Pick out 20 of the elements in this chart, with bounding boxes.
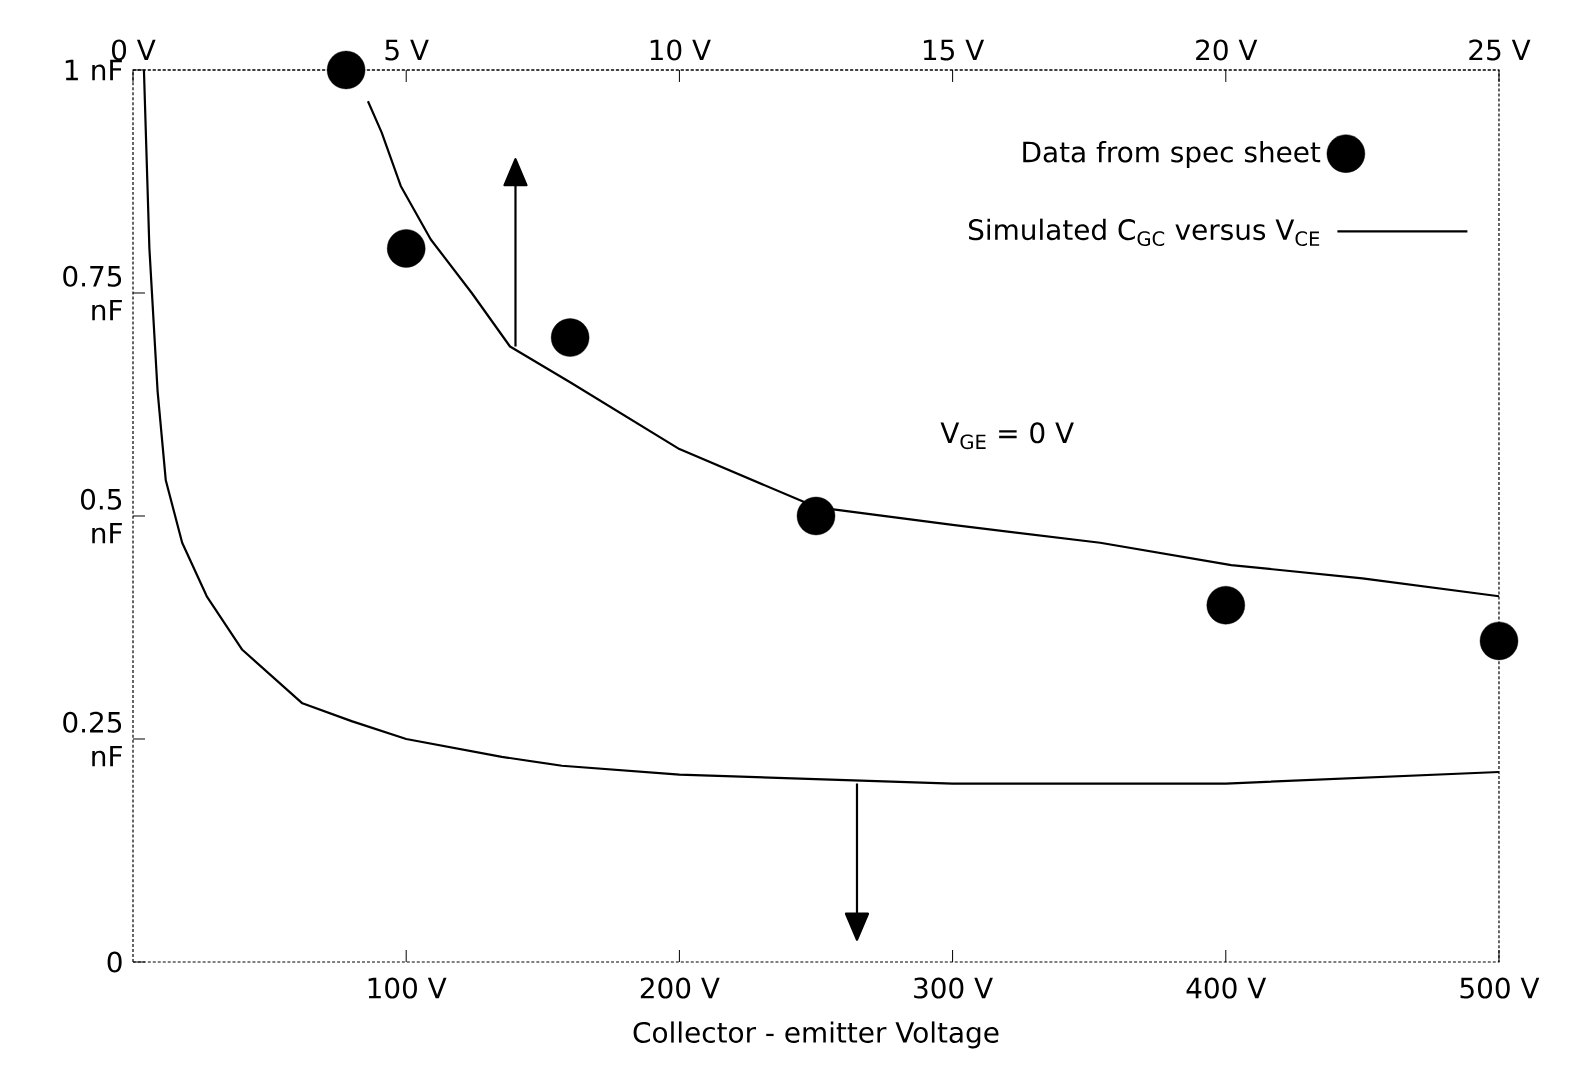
x-tick-label: 300 V [914,977,993,999]
x-tick-label: 400 V [1186,977,1267,999]
y-tick-label: 0.25 nF [63,711,122,767]
x2-tick-label: 5 V [385,39,429,61]
x-tick-label: 100 V [368,977,447,999]
x2-tick-label: 20 V [1196,39,1258,61]
x2-tick-label: 15 V [923,39,985,61]
annotation: V$_{GE}$ = 0 V [940,422,1074,450]
x2-tick-label: 0 V [112,39,156,61]
x2-tick-label: 10 V [650,39,711,61]
y-tick-label: 0 [107,951,122,973]
x-axis-title: Collector - emitter Voltage [633,1021,999,1049]
x2-tick-label: 25 V [1469,39,1531,61]
y-tick-label: 1 nF [65,59,122,81]
y-tick-label: 0.75 nF [63,265,122,321]
x-tick-label: 500 V [1460,977,1540,999]
y-tick-label: 0.5 nF [80,488,122,544]
legend-label: Data from spec sheet [1023,140,1321,168]
legend-label: Simulated C$_{GC}$ versus V$_{CE}$ [968,218,1320,247]
x-tick-label: 200 V [640,977,720,999]
